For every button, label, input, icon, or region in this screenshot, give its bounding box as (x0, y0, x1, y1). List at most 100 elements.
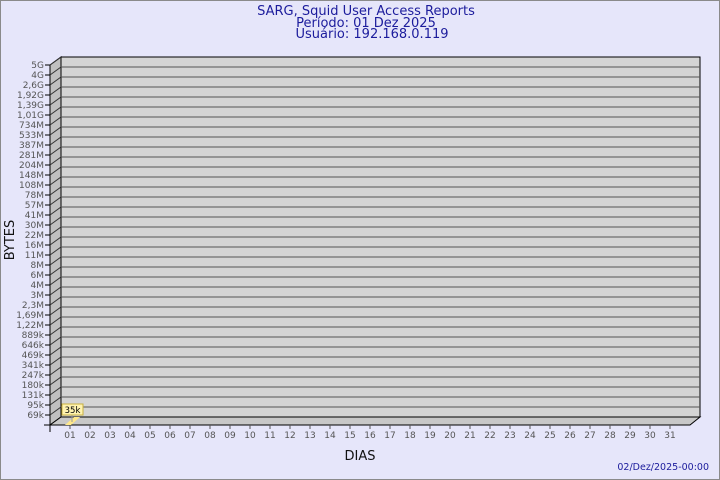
gridline-side (49, 206, 62, 216)
x-tick-label: 01 (64, 431, 75, 441)
gridline-side (49, 396, 62, 406)
gridline-side (49, 306, 62, 316)
y-tick-label: 2,6G (23, 81, 44, 91)
y-tick-label: 180k (22, 381, 45, 391)
gridline-side (49, 186, 62, 196)
x-axis-label: DIAS (345, 449, 376, 464)
gridline-side (49, 276, 62, 286)
chart-period: Período: 01 Dez 2025 (296, 16, 436, 31)
x-tick-label: 26 (564, 431, 576, 441)
gridline-side (49, 146, 62, 156)
x-tick-label: 08 (204, 431, 216, 441)
y-tick-label: 69k (27, 411, 44, 421)
y-tick-label: 204M (19, 161, 44, 171)
gridline-side (49, 176, 62, 186)
x-tick-label: 12 (284, 431, 295, 441)
x-tick-label: 09 (224, 431, 236, 441)
y-tick-label: 6M (31, 271, 45, 281)
y-tick-label: 533M (19, 131, 44, 141)
gridline-side (49, 256, 62, 266)
x-tick-label: 17 (384, 431, 395, 441)
x-tick-label: 14 (324, 431, 336, 441)
gridline-side (49, 356, 62, 366)
gridline-side (49, 96, 62, 106)
y-tick-label: 30M (25, 221, 44, 231)
x-tick-label: 19 (424, 431, 436, 441)
y-tick-label: 57M (25, 201, 44, 211)
gridline-side (49, 266, 62, 276)
x-tick-label: 29 (624, 431, 636, 441)
y-tick-label: 78M (25, 191, 44, 201)
y-tick-label: 148M (19, 171, 44, 181)
gridline-side (49, 156, 62, 166)
gridline-side (49, 66, 62, 76)
gridline-side (49, 236, 62, 246)
gridline-side (49, 166, 62, 176)
y-tick-label: 1,01G (17, 111, 44, 121)
y-tick-label: 16M (25, 241, 44, 251)
x-tick-label: 25 (544, 431, 555, 441)
x-tick-label: 04 (124, 431, 136, 441)
gridline-side (49, 116, 62, 126)
gridline-side (49, 196, 62, 206)
y-tick-label: 22M (25, 231, 44, 241)
gridline-side (49, 106, 62, 116)
y-tick-label: 131k (22, 391, 45, 401)
x-tick-label: 15 (344, 431, 355, 441)
x-tick-label: 27 (584, 431, 595, 441)
gridline-side (49, 316, 62, 326)
x-tick-label: 24 (524, 431, 536, 441)
x-tick-label: 13 (304, 431, 315, 441)
gridline-side (49, 56, 62, 66)
gridline-side (49, 386, 62, 396)
y-tick-label: 734M (19, 121, 44, 131)
x-tick-label: 21 (464, 431, 475, 441)
chart-title: SARG, Squid User Access Reports (257, 4, 475, 19)
y-tick-label: 3M (31, 291, 45, 301)
y-tick-label: 4M (31, 281, 45, 291)
y-tick-label: 889k (22, 331, 45, 341)
y-tick-label: 469k (22, 351, 45, 361)
gridline-side (49, 376, 62, 386)
x-tick-label: 23 (504, 431, 515, 441)
y-tick-label: 646k (22, 341, 45, 351)
chart-user: Usuário: 192.168.0.119 (295, 27, 448, 42)
y-tick-label: 11M (25, 251, 44, 261)
y-tick-label: 1,39G (17, 101, 44, 111)
gridline-side (49, 286, 62, 296)
y-tick-label: 5G (31, 61, 44, 71)
gridline-side (49, 336, 62, 346)
gridline-side (49, 406, 62, 416)
x-tick-label: 30 (644, 431, 656, 441)
gridline-side (49, 326, 62, 336)
y-tick-label: 341k (22, 361, 45, 371)
x-tick-label: 06 (164, 431, 176, 441)
x-tick-label: 10 (244, 431, 256, 441)
data-label: 35k (65, 406, 81, 416)
gridline-side (49, 126, 62, 136)
x-tick-label: 18 (404, 431, 416, 441)
gridline-side (49, 86, 62, 96)
y-tick-label: 247k (22, 371, 45, 381)
y-axis-label: BYTES (3, 220, 18, 261)
y-tick-label: 1,92G (17, 91, 44, 101)
gridline-side (49, 246, 62, 256)
generated-timestamp: 02/Dez/2025-00:00 (617, 462, 709, 473)
y-tick-label: 95k (27, 401, 44, 411)
gridline-side (49, 136, 62, 146)
y-tick-label: 4G (31, 71, 44, 81)
x-tick-label: 07 (184, 431, 195, 441)
gridline-side (49, 366, 62, 376)
x-tick-label: 20 (444, 431, 456, 441)
y-tick-label: 387M (19, 141, 44, 151)
y-tick-label: 281M (19, 151, 44, 161)
y-tick-label: 1,22M (16, 321, 44, 331)
gridline-side (49, 76, 62, 86)
y-tick-label: 2,3M (22, 301, 44, 311)
y-tick-label: 1,69M (16, 311, 44, 321)
y-tick-label: 41M (25, 211, 44, 221)
x-tick-label: 22 (484, 431, 495, 441)
x-tick-label: 05 (144, 431, 155, 441)
y-tick-label: 108M (19, 181, 44, 191)
